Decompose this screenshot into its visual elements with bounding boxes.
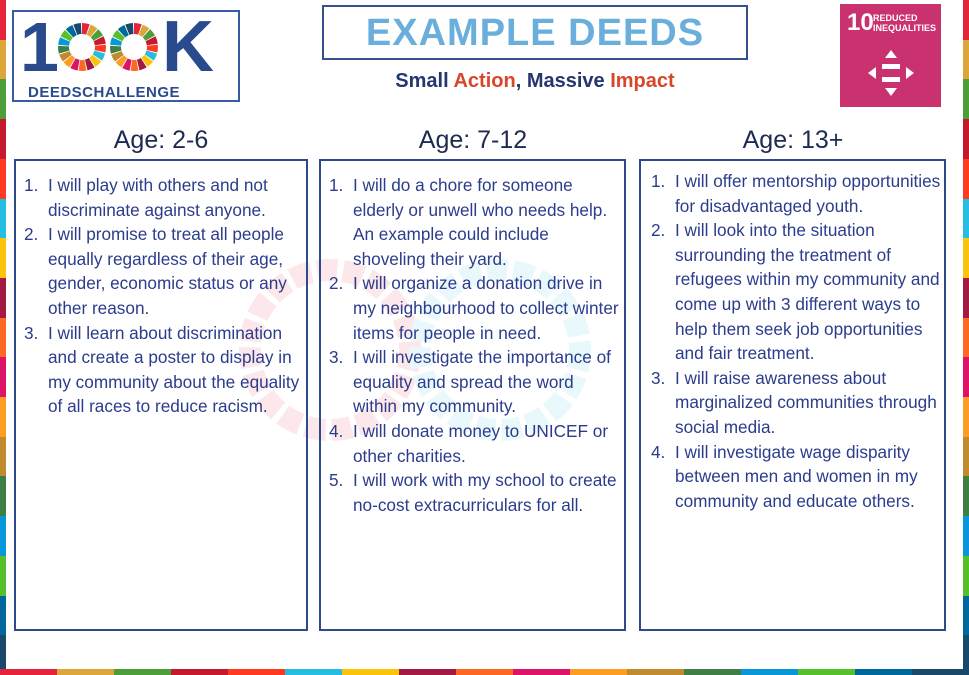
sdg-10-badge: 10 REDUCED INEQUALITIES xyxy=(840,4,941,107)
list-item: 2. I will organize a donation drive in my… xyxy=(329,271,622,345)
column-heading-age-2-6: Age: 2-6 xyxy=(113,126,209,154)
deeds-challenge-logo: 1 K DEEDSCHALLENGE xyxy=(12,10,240,102)
sdg-wheel-icon xyxy=(57,23,106,71)
item-text: I will organize a donation drive in my n… xyxy=(353,273,619,343)
item-text: I will work with my school to create no-… xyxy=(353,470,617,515)
item-text: I will raise awareness about marginalize… xyxy=(675,367,937,437)
item-number: 1. xyxy=(651,171,666,191)
tagline-part: , Massive xyxy=(515,70,611,92)
deeds-list-age-2-6: 1. I will play with others and not discri… xyxy=(24,173,302,419)
logo-wordmark: 1 K xyxy=(20,7,214,87)
column-heading-age-7-12: Age: 7-12 xyxy=(418,126,528,154)
list-item: 1. I will offer mentorship opportunities … xyxy=(651,169,942,218)
logo-digit-one: 1 xyxy=(20,8,59,86)
item-text: I will investigate wage disparity betwee… xyxy=(675,441,918,511)
list-item: 2. I will promise to treat all people equ… xyxy=(24,222,302,320)
title-box: EXAMPLE DEEDS xyxy=(322,5,748,60)
page-title: EXAMPLE DEEDS xyxy=(365,12,705,54)
left-color-stripe xyxy=(0,0,6,675)
list-item: 5. I will work with my school to create n… xyxy=(329,468,622,517)
logo-subtitle: DEEDSCHALLENGE xyxy=(28,84,181,101)
item-text: I will do a chore for someone elderly or… xyxy=(353,175,608,269)
column-heading-age-13-plus: Age: 13+ xyxy=(742,126,844,154)
right-color-stripe xyxy=(963,0,969,675)
item-text: I will play with others and not discrimi… xyxy=(48,175,268,220)
tagline-impact: Impact xyxy=(610,70,675,92)
item-text: I will offer mentorship opportunities fo… xyxy=(675,171,941,216)
list-item: 3. I will learn about discrimination and … xyxy=(24,321,302,419)
item-number: 3. xyxy=(329,347,344,368)
age-7-12-box: 1. I will do a chore for someone elderly … xyxy=(319,159,626,631)
sdg-label: REDUCED INEQUALITIES xyxy=(873,13,937,33)
item-number: 4. xyxy=(651,441,666,462)
item-text: I will promise to treat all people equal… xyxy=(48,224,287,318)
item-number: 3. xyxy=(24,322,39,343)
list-item: 4. I will donate money to UNICEF or other… xyxy=(329,419,622,468)
item-number: 1. xyxy=(329,175,344,195)
age-2-6-box: 1. I will play with others and not discri… xyxy=(14,159,308,631)
sdg-number: 10 xyxy=(847,9,874,36)
list-item: 4. I will investigate wage disparity betw… xyxy=(651,440,942,514)
deeds-list-age-13-plus: 1. I will offer mentorship opportunities … xyxy=(651,169,942,513)
item-number: 2. xyxy=(24,224,39,245)
item-number: 3. xyxy=(651,367,666,388)
item-text: I will look into the situation surroundi… xyxy=(675,220,940,364)
watermark-logo xyxy=(239,259,591,441)
list-item: 2. I will look into the situation surroun… xyxy=(651,218,942,366)
deeds-list-age-7-12: 1. I will do a chore for someone elderly … xyxy=(329,173,622,517)
list-item: 3. I will raise awareness about marginali… xyxy=(651,366,942,440)
logo-letter-k: K xyxy=(161,7,214,87)
age-13-plus-box: 1. I will offer mentorship opportunities … xyxy=(639,159,946,631)
tagline-action: Action xyxy=(453,70,516,92)
list-item: 3. I will investigate the importance of e… xyxy=(329,345,622,419)
item-number: 1. xyxy=(24,175,39,195)
bottom-color-stripe xyxy=(0,669,969,675)
item-text: I will learn about discrimination and cr… xyxy=(48,322,300,417)
item-number: 2. xyxy=(651,220,666,241)
sdg-wheel-icon xyxy=(109,23,158,71)
item-number: 2. xyxy=(329,273,344,294)
list-item: 1. I will do a chore for someone elderly … xyxy=(329,173,622,271)
tagline-part: Small xyxy=(395,70,454,92)
reduced-inequalities-icon xyxy=(868,50,914,96)
item-number: 5. xyxy=(329,470,344,491)
tagline: Small Action, Massive Impact xyxy=(322,70,748,93)
item-text: I will investigate the importance of equ… xyxy=(353,347,611,417)
list-item: 1. I will play with others and not discri… xyxy=(24,173,302,222)
item-text: I will donate money to UNICEF or other c… xyxy=(353,420,609,466)
item-number: 4. xyxy=(329,420,344,441)
